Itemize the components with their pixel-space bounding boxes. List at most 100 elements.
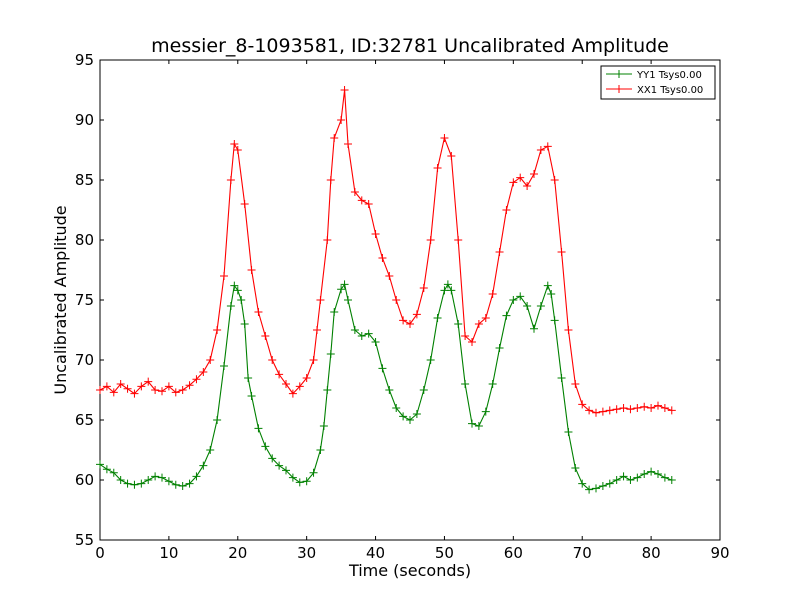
legend-entries: YY1 Tsys0.00 XX1 Tsys0.00 [606,70,703,96]
data-point [344,140,352,148]
data-point [585,485,594,494]
data-point [523,302,532,310]
data-point [364,200,373,208]
data-point [385,272,394,280]
series-line [99,89,672,414]
axes-frame [99,59,721,541]
data-point [557,374,566,382]
data-point [495,344,504,352]
data-point [326,176,335,184]
data-point [288,389,297,398]
data-point [536,302,545,310]
data-point [102,465,111,474]
data-point [309,468,318,477]
data-point [213,326,222,334]
data-point [440,286,449,295]
legend: YY1 Tsys0.00 XX1 Tsys0.00 [600,65,716,100]
y-tick-label: 75 [75,291,94,309]
data-point [605,479,614,488]
data-point [158,473,166,482]
data-point [371,338,380,346]
data-point [571,380,580,388]
data-point [633,473,642,482]
data-point [357,196,366,205]
chart-title: messier_8-1093581, ID:32781 Uncalibrated… [151,35,669,57]
data-point [240,320,249,328]
data-point [247,392,256,400]
data-point [523,182,532,190]
data-point [654,401,662,410]
data-point [199,368,208,376]
data-point [612,476,621,484]
data-point [378,254,387,262]
data-point [578,479,587,488]
data-point [330,308,339,316]
data-point [233,146,242,154]
x-tick-label: 40 [366,544,385,562]
data-point [319,422,328,430]
data-point [130,480,139,489]
data-point [171,480,180,489]
data-point [178,386,187,394]
plot-area [96,59,721,541]
data-point [647,404,656,412]
data-point [481,407,490,416]
y-tick-label: 55 [75,531,94,549]
data-point [237,296,246,304]
data-point [468,338,476,346]
data-point [371,230,380,238]
data-point [96,460,104,469]
data-point [185,381,194,390]
x-tick-label: 20 [228,544,247,562]
x-axis-title: Time (seconds) [348,561,471,580]
data-point [488,290,497,298]
data-point [426,356,435,364]
data-point [447,152,456,160]
data-point [564,428,573,436]
data-point [406,320,414,328]
data-point [226,176,235,184]
data-point [667,406,676,415]
data-point [605,406,614,415]
y-tick-label: 60 [75,471,94,489]
data-point [137,382,146,391]
data-point [199,461,208,470]
data-point [509,296,518,304]
data-point [660,473,669,482]
data-point [412,310,421,319]
data-point [667,476,676,484]
series-layer [96,86,676,494]
data-point [440,134,449,142]
data-point [220,362,228,370]
data-point [206,446,215,454]
data-point [261,442,270,451]
data-point [550,176,559,184]
data-point [158,387,166,396]
data-point [660,404,669,412]
data-point [230,140,239,148]
data-point [443,280,452,289]
data-point [502,311,511,320]
data-point [254,424,263,433]
data-point [509,178,518,187]
data-point [406,416,414,424]
data-point [213,416,222,424]
data-point [337,116,346,124]
data-point [633,404,642,412]
data-point [340,280,349,289]
data-point [516,292,525,301]
data-point [419,386,428,394]
data-point [164,477,173,486]
y-axis-title: Uncalibrated Amplitude [51,205,70,394]
data-point [350,326,359,334]
data-point [392,404,401,412]
data-point [640,470,649,478]
data-point [578,400,587,409]
data-point [454,320,463,328]
x-tick-label: 50 [435,544,454,562]
data-point [275,461,284,470]
data-point [350,188,359,196]
data-point [536,146,545,154]
data-point [130,389,139,398]
